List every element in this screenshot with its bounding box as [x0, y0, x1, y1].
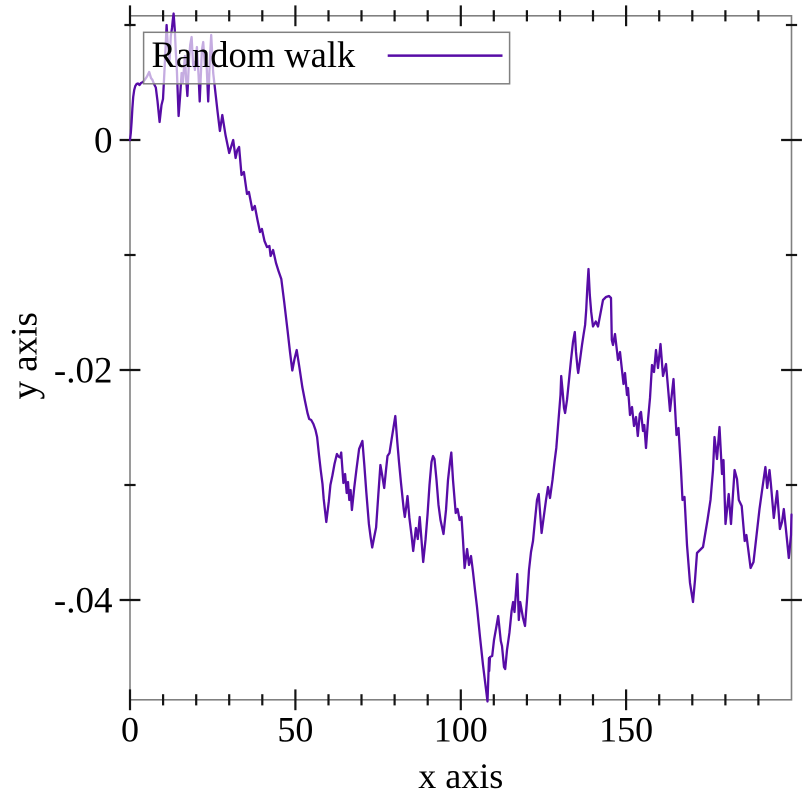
- svg-text:-.04: -.04: [54, 580, 113, 621]
- svg-text:x axis: x axis: [418, 756, 503, 796]
- svg-text:50: 50: [277, 710, 313, 750]
- svg-text:0: 0: [121, 710, 139, 750]
- svg-text:-.02: -.02: [54, 350, 113, 391]
- svg-text:150: 150: [599, 710, 653, 750]
- svg-text:0: 0: [94, 120, 113, 161]
- svg-text:y axis: y axis: [5, 312, 46, 399]
- svg-text:100: 100: [434, 710, 488, 750]
- svg-text:Random walk: Random walk: [152, 34, 357, 75]
